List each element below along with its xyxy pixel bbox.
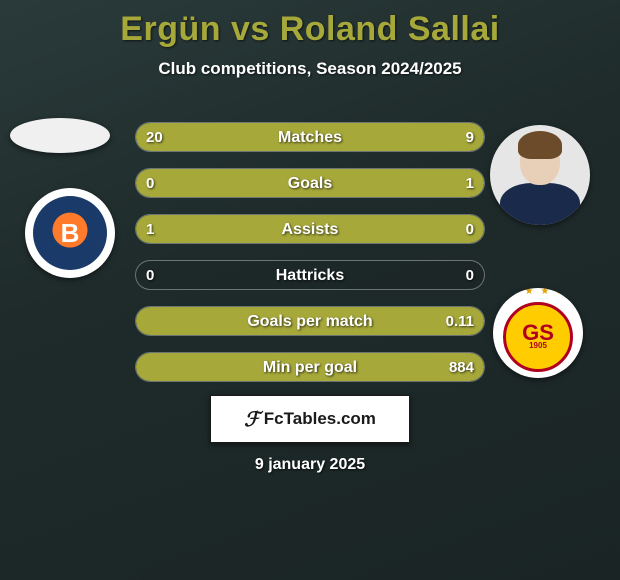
stat-label: Goals xyxy=(136,169,484,197)
stat-value-right: 9 xyxy=(456,123,484,151)
stat-label: Min per goal xyxy=(136,353,484,381)
stat-value-right: 0.11 xyxy=(436,307,484,335)
player-right-avatar xyxy=(490,125,590,225)
player-right-club-badge: ★ ★ ★ ★ GS 1905 xyxy=(493,288,583,378)
snapshot-date: 9 january 2025 xyxy=(0,456,620,474)
stat-label: Goals per match xyxy=(136,307,484,335)
stat-value-left: 20 xyxy=(136,123,173,151)
stat-value-right: 884 xyxy=(439,353,484,381)
stat-value-left: 1 xyxy=(136,215,164,243)
branding-badge: ℱ FcTables.com xyxy=(210,395,410,443)
club-right-initials: GS xyxy=(522,324,554,342)
player-left-avatar xyxy=(10,118,110,153)
stat-row: Matches20 9 xyxy=(135,122,485,152)
stat-value-left xyxy=(136,353,156,381)
club-right-stars: ★ ★ ★ ★ xyxy=(493,288,583,297)
stat-row: Goals0 1 xyxy=(135,168,485,198)
stat-label: Assists xyxy=(136,215,484,243)
page-title: Ergün vs Roland Sallai xyxy=(0,0,620,49)
stat-value-right: 0 xyxy=(456,215,484,243)
stat-value-left: 0 xyxy=(136,169,164,197)
stats-bars-container: Matches209Goals01Assists10Hattricks00Goa… xyxy=(135,122,485,398)
stat-value-left: 0 xyxy=(136,261,164,289)
branding-flourish-icon: ℱ xyxy=(244,407,260,432)
stat-value-left xyxy=(136,307,156,335)
stat-row: Min per goal884 xyxy=(135,352,485,382)
page-subtitle: Club competitions, Season 2024/2025 xyxy=(0,59,620,79)
stat-label: Hattricks xyxy=(136,261,484,289)
branding-text: FcTables.com xyxy=(264,409,376,429)
stat-label: Matches xyxy=(136,123,484,151)
stat-row: Hattricks0 0 xyxy=(135,260,485,290)
stat-value-right: 0 xyxy=(456,261,484,289)
club-right-year: 1905 xyxy=(529,341,547,350)
club-left-initial: B xyxy=(41,204,99,262)
player-left-club-badge: B xyxy=(25,188,115,278)
stat-row: Assists1 0 xyxy=(135,214,485,244)
stat-row: Goals per match0.11 xyxy=(135,306,485,336)
stat-value-right: 1 xyxy=(456,169,484,197)
